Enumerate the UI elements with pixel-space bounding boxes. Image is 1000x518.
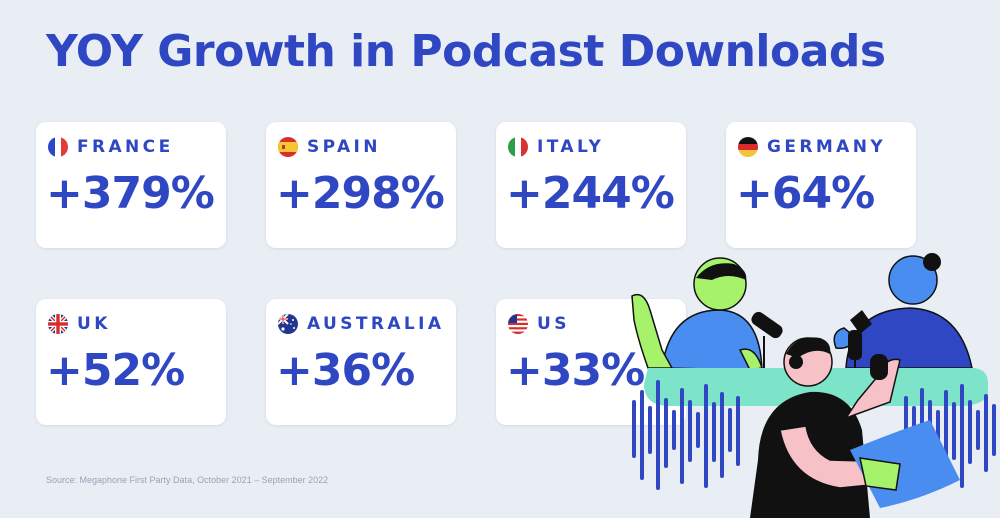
spain-flag-icon [278,137,298,157]
growth-value: +244% [506,168,675,219]
germany-flag-icon [738,137,758,157]
country-label: US [537,314,570,334]
italy-flag-icon [508,137,528,157]
country-label: UK [77,314,111,334]
australia-flag-icon [278,314,298,334]
country-label: FRANCE [77,137,174,157]
front-podcaster-illustration [750,337,960,518]
left-podcaster-illustration [631,257,763,371]
growth-value: +379% [46,168,215,219]
stat-card-italy: ITALY +244% [496,122,686,248]
us-flag-icon [508,314,528,334]
soundwave-graphic [632,380,996,490]
stat-card-france: FRANCE +379% [36,122,226,248]
right-podcaster-illustration [833,253,973,369]
stat-card-spain: SPAIN +298% [266,122,456,248]
page-title: YOY Growth in Podcast Downloads [46,26,886,77]
country-label: SPAIN [307,137,381,157]
country-label: GERMANY [767,137,887,157]
source-note: Source: Megaphone First Party Data, Octo… [46,475,329,485]
podcast-illustration [631,253,996,518]
growth-value: +33% [506,345,645,396]
country-label: AUSTRALIA [307,314,445,334]
france-flag-icon [48,137,68,157]
stat-card-germany: GERMANY +64% [726,122,916,248]
growth-value: +64% [736,168,875,219]
country-label: ITALY [537,137,605,157]
stat-card-australia: AUSTRALIA +36% [266,299,456,425]
growth-value: +298% [276,168,445,219]
uk-flag-icon [48,314,68,334]
growth-value: +36% [276,345,415,396]
growth-value: +52% [46,345,185,396]
stat-card-uk: UK +52% [36,299,226,425]
